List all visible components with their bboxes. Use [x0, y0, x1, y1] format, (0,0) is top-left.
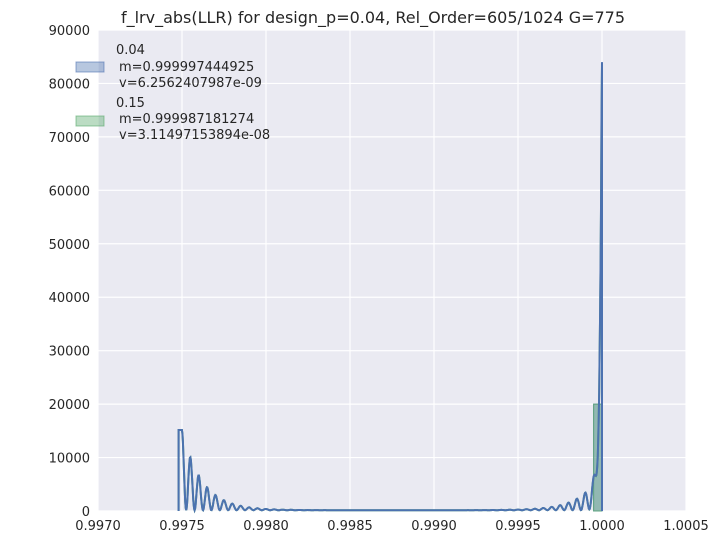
legend: 0.04 m=0.999997444925 v=6.2562407987e-09…	[75, 43, 270, 143]
chart-title: f_lrv_abs(LLR) for design_p=0.04, Rel_Or…	[121, 8, 625, 28]
y-tick-label: 40000	[49, 291, 90, 306]
x-tick-label: 0.9970	[75, 519, 121, 534]
legend-stat-0-m: m=0.999997444925	[119, 60, 254, 75]
y-tick-label: 80000	[49, 77, 90, 92]
legend-label-1: 0.15	[116, 96, 145, 111]
x-tick-label: 0.9990	[411, 519, 457, 534]
x-tick-label: 0.9995	[495, 519, 541, 534]
y-axis-ticks: 0 10000 20000 30000 40000 50000 60000 70000 8000…	[49, 24, 90, 520]
plot-area	[98, 30, 686, 511]
legend-label-0: 0.04	[116, 43, 145, 58]
legend-swatch-1	[75, 115, 105, 127]
x-tick-label: 0.9980	[243, 519, 289, 534]
y-tick-label: 20000	[49, 398, 90, 413]
density-lines	[177, 62, 603, 514]
density-line-0	[177, 62, 603, 514]
y-tick-label: 50000	[49, 238, 90, 253]
legend-stat-1-v: v=3.11497153894e-08	[119, 128, 270, 143]
legend-swatch-0	[75, 61, 105, 73]
x-axis-ticks: 0.9970 0.9975 0.9980 0.9985 0.9990 0.9995 1.00…	[75, 519, 709, 534]
x-tick-label: 0.9975	[159, 519, 205, 534]
y-tick-label: 10000	[49, 452, 90, 467]
y-tick-label: 60000	[49, 184, 90, 199]
x-tick-label: 0.9985	[327, 519, 373, 534]
legend-stat-1-m: m=0.999987181274	[119, 112, 254, 127]
x-tick-label: 1.0005	[663, 519, 709, 534]
y-tick-label: 90000	[49, 24, 90, 39]
y-tick-label: 70000	[49, 131, 90, 146]
x-tick-label: 1.0000	[579, 519, 625, 534]
y-tick-label: 0	[82, 505, 90, 520]
grid-lines	[97, 29, 687, 512]
y-tick-label: 30000	[49, 345, 90, 360]
legend-stat-0-v: v=6.2562407987e-09	[119, 76, 262, 91]
